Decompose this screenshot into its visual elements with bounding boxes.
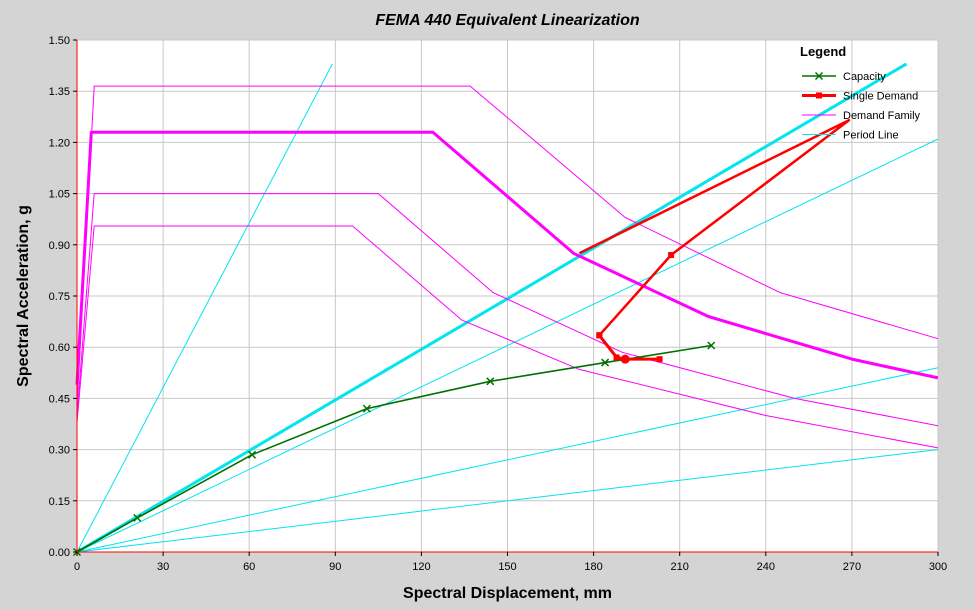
series-layer [72, 62, 939, 557]
x-tick-label: 210 [671, 561, 689, 573]
tick-labels: 0 30 60 90 120 150 180 210 240 270 300 0.00 0.15 0.30… [49, 35, 948, 573]
y-tick-label: 0.45 [49, 393, 70, 405]
y-tick-label: 1.35 [49, 86, 70, 98]
chart-title: FEMA 440 Equivalent Linearization [375, 12, 640, 29]
x-tick-label: 300 [929, 561, 947, 573]
legend-entry-label: Demand Family [843, 110, 921, 122]
x-tick-label: 150 [498, 561, 516, 573]
single-demand-marker [596, 332, 603, 339]
period-line-bold-series [76, 62, 908, 554]
legend-entry-label: Single Demand [843, 91, 918, 103]
x-axis-label: Spectral Displacement, mm [403, 585, 612, 602]
capacity-marker [133, 513, 142, 522]
legend-marker [816, 92, 822, 99]
x-tick-label: 180 [584, 561, 602, 573]
single-demand-marker [668, 252, 675, 259]
x-tick-label: 120 [412, 561, 430, 573]
x-tick-label: 240 [757, 561, 775, 573]
demand-family-series [76, 193, 939, 427]
y-tick-label: 0.60 [49, 342, 70, 354]
legend-title: Legend [800, 44, 846, 59]
x-tick-label: 90 [329, 561, 341, 573]
x-tick-label: 270 [843, 561, 861, 573]
capacity-marker [486, 377, 495, 386]
y-tick-label: 0.75 [49, 291, 70, 303]
period-line-series [76, 63, 333, 553]
x-tick-label: 60 [243, 561, 255, 573]
x-tick-label: 0 [74, 561, 80, 573]
capacity-marker [707, 341, 716, 350]
y-tick-label: 1.50 [49, 35, 70, 47]
single-demand-marker [613, 354, 620, 361]
y-tick-label: 1.05 [49, 189, 70, 201]
period-line-series [76, 138, 939, 553]
single-demand-loop-series [578, 118, 851, 337]
y-tick-label: 1.20 [49, 137, 70, 149]
capacity-marker [362, 404, 371, 413]
x-tick-label: 30 [157, 561, 169, 573]
legend-entry-label: Period Line [843, 130, 899, 142]
capacity-marker [601, 358, 610, 367]
performance-point [620, 354, 630, 364]
single-demand-marker [656, 356, 663, 363]
y-tick-label: 0.00 [49, 547, 70, 559]
demand-family-bold-series [75, 130, 939, 385]
y-axis-label: Spectral Acceleration, g [15, 205, 32, 387]
legend-marker [814, 71, 824, 81]
demand-family-series [76, 225, 939, 449]
y-tick-label: 0.15 [49, 496, 70, 508]
y-tick-label: 0.30 [49, 445, 70, 457]
y-tick-label: 0.90 [49, 240, 70, 252]
legend-entry-label: Capacity [843, 71, 886, 83]
capacity-marker [248, 450, 257, 459]
legend: Legend Capacity Single Demand Demand Famil… [800, 44, 921, 142]
period-line-series [76, 449, 939, 553]
